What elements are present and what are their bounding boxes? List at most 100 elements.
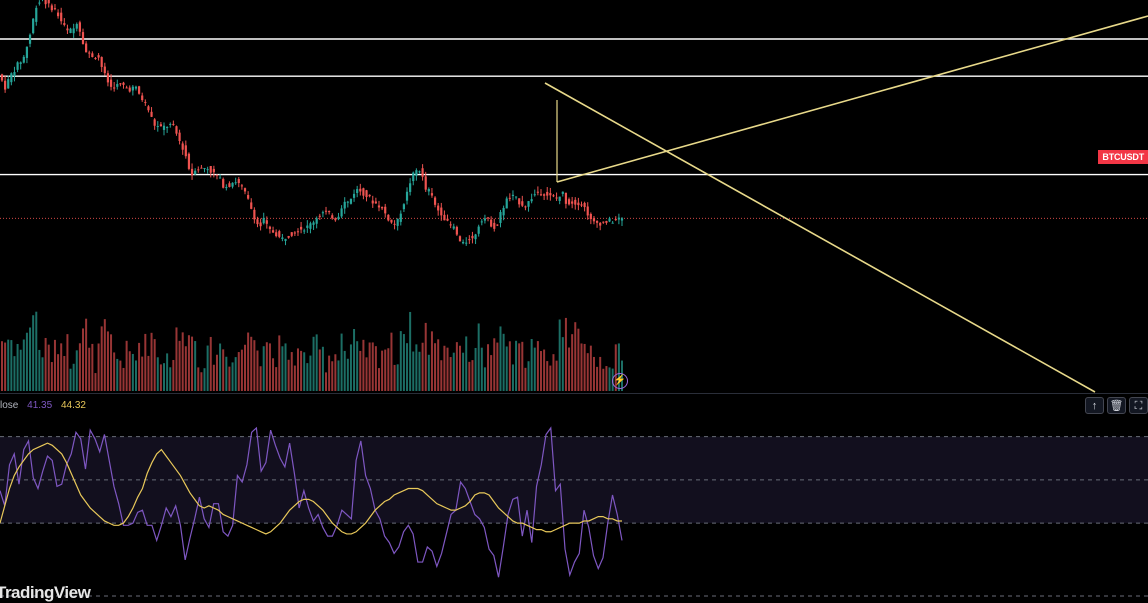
candle-body — [521, 201, 524, 206]
volume-bar — [356, 341, 359, 391]
candle-body — [511, 194, 515, 196]
volume-bar — [116, 358, 119, 391]
maximize-icon[interactable]: ⛶ — [1129, 397, 1148, 414]
volume-bar — [175, 327, 178, 391]
candle-body — [409, 183, 412, 192]
volume-bar — [321, 346, 324, 391]
volume-bar — [47, 344, 50, 391]
candle-body — [69, 28, 72, 33]
candle-body — [253, 209, 256, 220]
volume-bar — [66, 334, 69, 391]
candle-body — [362, 188, 365, 196]
move-up-icon[interactable]: ↑ — [1085, 397, 1104, 414]
candle-body — [128, 87, 131, 92]
candle-body — [197, 169, 200, 171]
volume-bar — [203, 368, 206, 391]
volume-bar — [583, 343, 586, 391]
volume-bar — [496, 342, 499, 391]
volume-bar — [561, 337, 564, 391]
volume-bar — [69, 368, 72, 391]
volume-bar — [212, 364, 215, 391]
rsi-chart[interactable] — [0, 393, 1148, 600]
candle-body — [561, 191, 564, 194]
volume-bar — [409, 311, 412, 391]
bolt-icon[interactable]: ⚡ — [612, 373, 628, 389]
volume-bar — [518, 343, 521, 391]
candle-body — [608, 218, 611, 222]
volume-bar — [256, 350, 259, 391]
candle-body — [555, 197, 558, 199]
delete-icon[interactable]: 🗑 — [1107, 397, 1126, 414]
candle-body — [32, 18, 35, 34]
volume-bar — [181, 332, 184, 391]
candle-body — [496, 224, 499, 226]
volume-bar — [446, 347, 449, 391]
volume-bar — [272, 358, 275, 391]
volume-bar — [318, 349, 321, 391]
volume-bar — [60, 343, 63, 391]
price-chart[interactable] — [0, 0, 1148, 393]
volume-bar — [50, 362, 53, 391]
candle-body — [91, 53, 94, 58]
candle-body — [539, 194, 543, 196]
volume-bar — [169, 367, 172, 391]
volume-bar — [268, 343, 271, 391]
candle-body — [331, 215, 334, 219]
volume-bar — [362, 339, 365, 391]
descending-trendline — [544, 82, 1096, 393]
candle-body — [122, 82, 125, 85]
volume-bar — [184, 346, 187, 391]
volume-bar — [477, 323, 480, 391]
volume-bar — [194, 341, 197, 391]
volume-bar — [427, 354, 430, 391]
candle-body — [564, 192, 568, 204]
volume-bar — [577, 328, 580, 391]
candle-body — [225, 187, 228, 189]
candle-body — [334, 218, 337, 221]
candle-body — [222, 178, 225, 188]
candle-body — [141, 95, 144, 101]
volume-bar — [325, 372, 328, 391]
volume-bar — [605, 366, 608, 391]
candle-body — [415, 170, 418, 176]
volume-bar — [141, 356, 144, 391]
candle-body — [620, 218, 624, 221]
candle-body — [321, 212, 325, 214]
volume-bar — [452, 352, 455, 391]
candle-body — [212, 168, 215, 173]
candle-body — [580, 204, 583, 206]
candle-body — [153, 119, 156, 126]
candle-body — [88, 52, 91, 54]
volume-bar — [343, 350, 346, 391]
candle-body — [315, 218, 318, 224]
volume-bar — [384, 349, 387, 391]
volume-bar — [533, 347, 536, 391]
volume-bar — [82, 328, 85, 391]
volume-bar — [390, 332, 393, 391]
candle-body — [352, 193, 356, 198]
volume-bar — [150, 332, 153, 391]
candle-body — [181, 143, 184, 150]
volume-bar — [511, 364, 514, 391]
volume-bar — [312, 336, 315, 391]
volume-bar — [381, 350, 384, 391]
volume-bar — [225, 356, 228, 391]
candle-body — [592, 218, 596, 222]
candle-body — [25, 46, 29, 58]
candle-body — [247, 195, 250, 199]
candle-body — [0, 74, 4, 81]
candle-body — [72, 28, 75, 34]
volume-bar — [337, 360, 340, 391]
candle-body — [144, 101, 147, 103]
candle-body — [328, 211, 331, 213]
candle-body — [524, 206, 527, 208]
candle-body — [293, 232, 296, 234]
candle-body — [433, 197, 437, 205]
candle-body — [268, 226, 272, 230]
volume-bar — [278, 335, 281, 391]
pane-divider[interactable] — [0, 393, 1148, 394]
volume-bar — [490, 355, 493, 391]
candle-body — [318, 215, 321, 217]
candle-body — [190, 168, 194, 176]
volume-bars — [1, 311, 623, 391]
